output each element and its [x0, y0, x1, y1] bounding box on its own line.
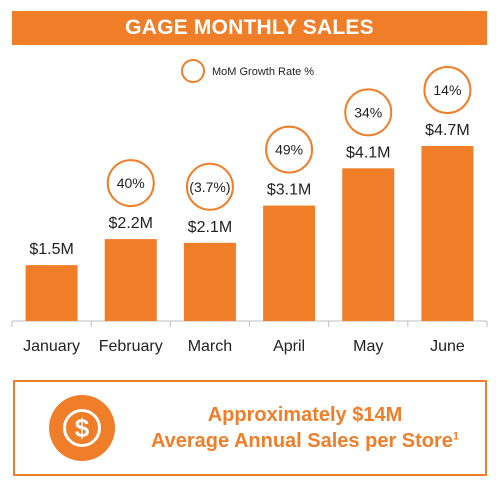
data-label: $2.1M: [188, 219, 232, 236]
bar-april: [263, 205, 316, 321]
growth-label: 14%: [433, 82, 461, 98]
growth-circle: [423, 66, 472, 114]
x-tick-label: June: [430, 338, 465, 355]
growth-label: 34%: [354, 104, 382, 120]
growth-label: (3.7%): [189, 179, 230, 195]
x-tick-label: January: [23, 338, 80, 355]
bar-february: [104, 239, 157, 321]
growth-circle: [106, 159, 155, 208]
growth-circle: [185, 162, 234, 211]
data-label: $3.1M: [267, 182, 311, 199]
summary-line-2-text: Average Annual Sales per Store: [150, 430, 453, 452]
data-label: $1.5M: [29, 241, 73, 258]
x-tick-label: February: [99, 338, 163, 355]
summary-box: $ Approximately $14M Average Annual Sale…: [13, 380, 487, 476]
growth-label: 49%: [275, 142, 303, 158]
growth-circle: [344, 88, 393, 137]
bar-march: [183, 242, 236, 321]
bar-june: [421, 146, 474, 321]
summary-text: Approximately $14M Average Annual Sales …: [125, 402, 485, 454]
footnote-marker: 1: [452, 430, 460, 443]
growth-circle: [265, 125, 314, 174]
x-tick-label: April: [273, 338, 305, 355]
dollar-coin-icon: $: [49, 395, 115, 461]
growth-label: 40%: [117, 175, 145, 191]
legend-circle-icon: [181, 59, 205, 83]
bar-chart: MoM Growth Rate % $1.5M January $2.2M Februa…: [11, 59, 488, 355]
bar-january: [25, 265, 78, 321]
chart-header: GAGE MONTHLY SALES: [12, 11, 487, 45]
chart-title: GAGE MONTHLY SALES: [125, 16, 374, 39]
bar-may: [342, 168, 395, 321]
data-label: $4.1M: [346, 144, 390, 161]
data-label: $2.2M: [109, 215, 153, 232]
dollar-sign-glyph: $: [63, 409, 101, 447]
x-tick-label: May: [353, 338, 383, 355]
x-tick-label: March: [188, 338, 232, 355]
summary-line-1: Approximately $14M: [207, 404, 403, 426]
data-label: $4.7M: [425, 122, 469, 139]
legend-label: MoM Growth Rate %: [212, 66, 314, 78]
summary-line-2: Average Annual Sales per Store1: [125, 428, 485, 454]
